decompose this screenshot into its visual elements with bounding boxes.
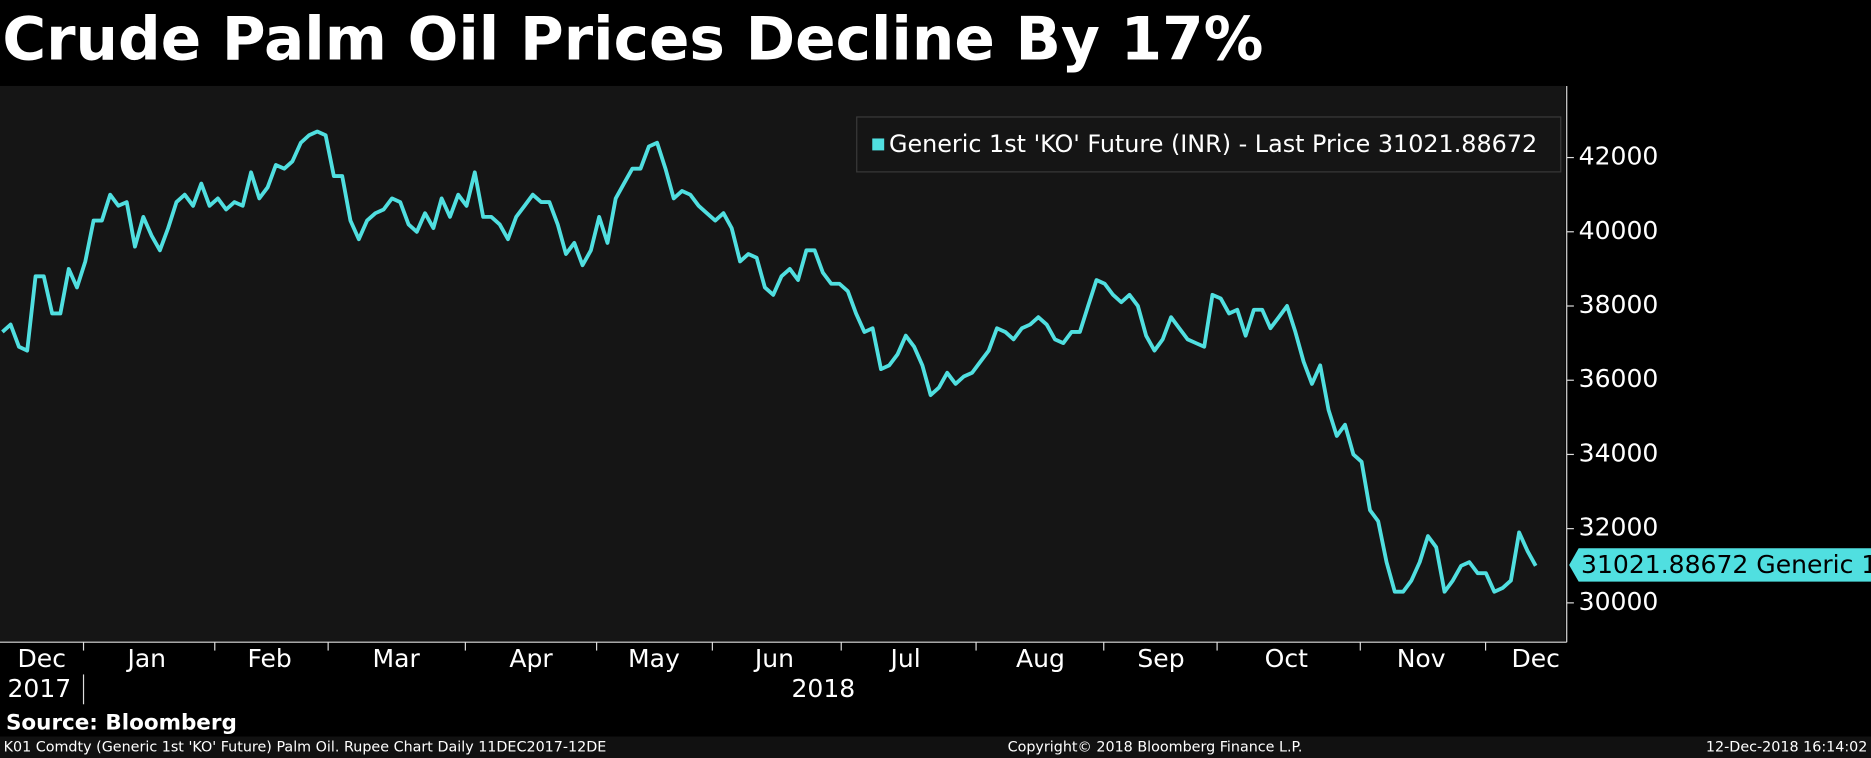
x-tick-label: Apr (509, 644, 553, 673)
y-tick-label: 42000 (1579, 142, 1659, 171)
footer-left: K01 Comdty (Generic 1st 'KO' Future) Pal… (4, 739, 607, 755)
price-line (1, 129, 1538, 594)
x-tick-label: Sep (1137, 644, 1184, 673)
y-tick-label: 36000 (1579, 364, 1659, 393)
year-label: 2018 (791, 674, 855, 703)
x-tick-label: Jan (125, 644, 166, 673)
y-tick-label: 30000 (1579, 587, 1659, 616)
legend-box (856, 116, 1562, 173)
x-tick-label: Dec (1511, 644, 1559, 673)
x-tick-label: Aug (1016, 644, 1065, 673)
legend-swatch (872, 138, 885, 151)
x-tick-label: Jul (889, 644, 921, 673)
footer-right: 12-Dec-2018 16:14:02 (1706, 739, 1867, 755)
last-price-label: 31021.88672 Generic 1 (1581, 550, 1871, 579)
y-tick-label: 40000 (1579, 216, 1659, 245)
x-tick-label: Mar (373, 644, 421, 673)
legend-label: Generic 1st 'KO' Future (INR) - Last Pri… (889, 130, 1537, 158)
x-tick-label: Jun (753, 644, 794, 673)
y-tick-label: 32000 (1579, 513, 1659, 542)
source: Source: Bloomberg (6, 710, 237, 735)
footer-center: Copyright© 2018 Bloomberg Finance L.P. (1008, 739, 1303, 755)
x-tick-label: Nov (1397, 644, 1446, 673)
chart-title: Crude Palm Oil Prices Decline By 17% (2, 6, 1263, 75)
year-label: 2017 (8, 674, 72, 703)
x-tick-label: May (628, 644, 680, 673)
footer-bar (0, 736, 1871, 758)
y-tick-label: 34000 (1579, 438, 1659, 467)
y-tick-label: 38000 (1579, 290, 1659, 319)
x-tick-label: Feb (247, 644, 291, 673)
x-tick-label: Dec (18, 644, 66, 673)
x-tick-label: Oct (1265, 644, 1308, 673)
last-price-tag (1569, 548, 1871, 582)
